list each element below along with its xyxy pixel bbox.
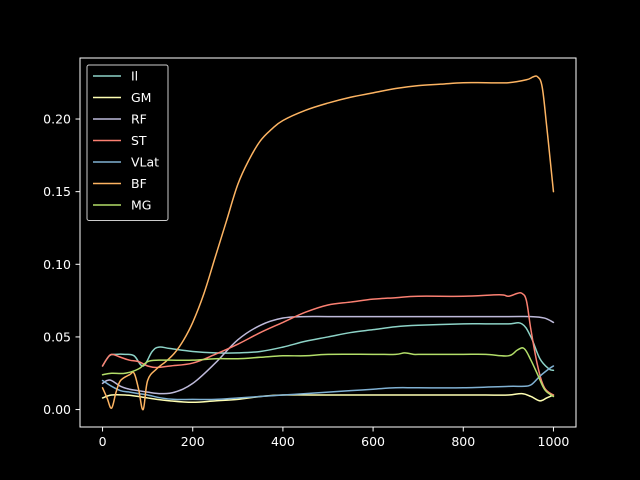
legend: Il GM RF ST VLat BF MG <box>86 64 169 221</box>
series-line-rf <box>101 315 555 395</box>
legend-label-rf: RF <box>131 112 147 127</box>
series-line-gm <box>101 392 555 404</box>
axis-layer: 0 200 400 600 800 1000 0.00 0.05 0.10 0.15 0.20 <box>43 112 569 449</box>
legend-label-bf: BF <box>131 176 147 191</box>
series-line-st <box>101 291 555 396</box>
y-tick-label: 0.15 <box>43 184 71 199</box>
y-tick-label: 0.20 <box>43 112 71 127</box>
series-layer <box>101 75 555 411</box>
y-tick-label: 0.05 <box>43 329 71 344</box>
legend-label-st: ST <box>131 133 147 148</box>
y-tick-label: 0.00 <box>43 402 71 417</box>
series-line-bf <box>101 75 555 411</box>
x-tick-label: 0 <box>99 434 107 449</box>
x-tick-label: 600 <box>361 434 385 449</box>
x-tick-label: 200 <box>181 434 205 449</box>
legend-label-vlat: VLat <box>131 155 159 170</box>
legend-label-il: Il <box>131 69 138 84</box>
plot-frame <box>79 57 577 428</box>
x-tick-label: 400 <box>271 434 295 449</box>
x-tick-label: 800 <box>451 434 475 449</box>
x-tick-label: 1000 <box>538 434 570 449</box>
legend-box <box>86 64 169 221</box>
y-tick-label: 0.10 <box>43 257 71 272</box>
series-line-mg <box>101 347 555 398</box>
legend-label-mg: MG <box>131 198 151 213</box>
legend-label-gm: GM <box>131 90 151 105</box>
